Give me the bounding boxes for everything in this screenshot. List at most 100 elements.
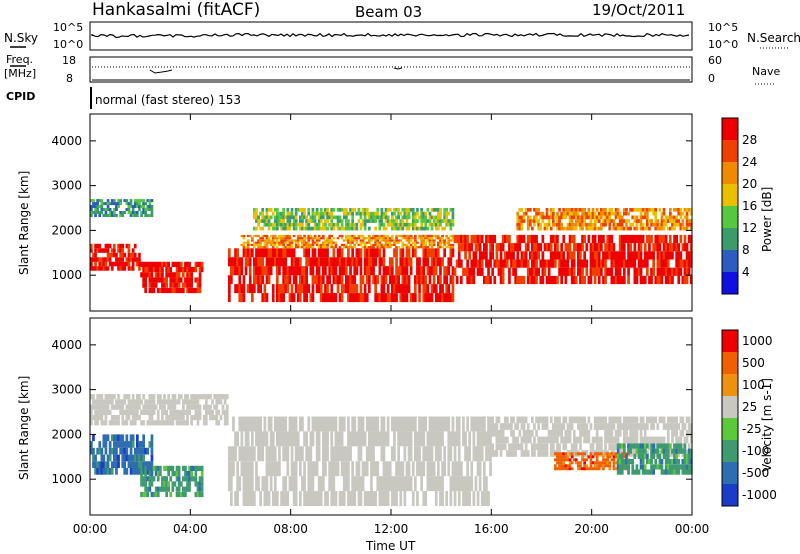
- heatmap-cell: [267, 257, 271, 267]
- heatmap-cell: [639, 275, 643, 285]
- heatmap-cell: [267, 226, 271, 231]
- heatmap-cell: [347, 476, 350, 492]
- heatmap-cell: [526, 222, 530, 227]
- heatmap-cell: [127, 243, 131, 249]
- heatmap-cell: [430, 215, 434, 220]
- heatmap-cell: [631, 259, 635, 268]
- heatmap-cell: [129, 468, 133, 475]
- heatmap-cell: [537, 436, 540, 444]
- heatmap-cell: [363, 491, 367, 506]
- heatmap-cell: [597, 467, 601, 471]
- heatmap-cell: [564, 226, 568, 231]
- heatmap-cell: [309, 461, 313, 477]
- heatmap-cell: [416, 266, 419, 276]
- heatmap-cell: [503, 416, 507, 424]
- heatmap-cell: [585, 458, 589, 462]
- heatmap-cell: [117, 257, 120, 262]
- heatmap-cell: [196, 409, 200, 415]
- heatmap-cell: [276, 284, 279, 294]
- heatmap-cell: [426, 208, 430, 212]
- heatmap-cell: [443, 239, 446, 242]
- heatmap-cell: [639, 259, 643, 268]
- heatmap-cell: [92, 252, 95, 258]
- heatmap-cell: [533, 267, 536, 276]
- heatmap-cell: [142, 468, 145, 475]
- heatmap-cell: [443, 208, 446, 212]
- heatmap-cell: [562, 259, 566, 268]
- heatmap-cell: [541, 443, 545, 451]
- heatmap-cell: [211, 399, 214, 405]
- heatmap-cell: [646, 208, 649, 212]
- heatmap-cell: [537, 450, 540, 457]
- heatmap-cell: [664, 259, 668, 268]
- heatmap-cell: [426, 248, 430, 258]
- heatmap-cell: [614, 452, 618, 456]
- heatmap-cell: [244, 416, 248, 432]
- heatmap-cell: [165, 476, 168, 482]
- heatmap-cell: [610, 275, 614, 285]
- heatmap-cell: [273, 248, 277, 258]
- heatmap-cell: [355, 239, 359, 242]
- heatmap-cell: [472, 446, 476, 462]
- heatmap-cell: [675, 464, 678, 470]
- heatmap-cell: [282, 293, 285, 303]
- heatmap-cell: [110, 214, 114, 217]
- heatmap-cell: [641, 423, 645, 430]
- heatmap-cell: [654, 416, 658, 424]
- heatmap-cell: [518, 219, 522, 223]
- heatmap-cell: [560, 211, 563, 216]
- heatmap-cell: [163, 420, 166, 426]
- heatmap-cell: [524, 211, 528, 216]
- heatmap-cell: [579, 436, 582, 444]
- heatmap-cell: [198, 486, 202, 492]
- heatmap-cell: [96, 248, 99, 253]
- heatmap-cell: [426, 266, 430, 276]
- heatmap-cell: [432, 222, 436, 227]
- heatmap-cell: [652, 464, 655, 470]
- heatmap-cell: [146, 420, 150, 426]
- heatmap-cell: [347, 293, 350, 303]
- heatmap-cell: [322, 226, 325, 231]
- heatmap-cell: [445, 416, 448, 432]
- heatmap-cell: [113, 211, 116, 214]
- heatmap-cell: [150, 471, 154, 477]
- heatmap-cell: [138, 447, 141, 455]
- heatmap-cell: [198, 282, 202, 288]
- heatmap-cell: [299, 239, 302, 242]
- heatmap-cell: [167, 415, 170, 421]
- heatmap-cell: [510, 423, 513, 430]
- nave-tick-top: 60: [708, 54, 722, 67]
- heatmap-cell: [395, 226, 398, 231]
- heatmap-cell: [426, 284, 430, 294]
- heatmap-cell: [660, 215, 664, 220]
- heatmap-cell: [681, 423, 685, 430]
- heatmap-cell: [288, 237, 292, 240]
- heatmap-cell: [524, 443, 528, 451]
- heatmap-cell: [238, 266, 242, 276]
- heatmap-cell: [608, 267, 612, 276]
- heatmap-cell: [652, 243, 655, 252]
- heatmap-cell: [583, 467, 586, 471]
- heatmap-cell: [98, 461, 102, 468]
- heatmap-cell: [476, 461, 480, 477]
- heatmap-cell: [324, 222, 327, 227]
- heatmap-cell: [397, 239, 400, 242]
- heatmap-cell: [637, 267, 641, 276]
- heatmap-cell: [378, 246, 382, 249]
- heatmap-cell: [307, 491, 311, 506]
- heatmap-cell: [290, 293, 294, 303]
- heatmap-cell: [572, 251, 576, 260]
- heatmap-cell: [129, 211, 133, 214]
- heatmap-cell: [190, 404, 193, 410]
- heatmap-cell: [600, 222, 603, 227]
- heatmap-cell: [620, 222, 624, 227]
- heatmap-cell: [280, 243, 283, 246]
- heatmap-cell: [547, 222, 551, 227]
- heatmap-cell: [106, 461, 110, 468]
- heatmap-cell: [278, 211, 281, 216]
- heatmap-cell: [146, 214, 150, 217]
- heatmap-cell: [236, 476, 239, 492]
- heatmap-cell: [641, 226, 645, 231]
- heatmap-cell: [317, 222, 321, 227]
- heatmap-cell: [359, 211, 363, 216]
